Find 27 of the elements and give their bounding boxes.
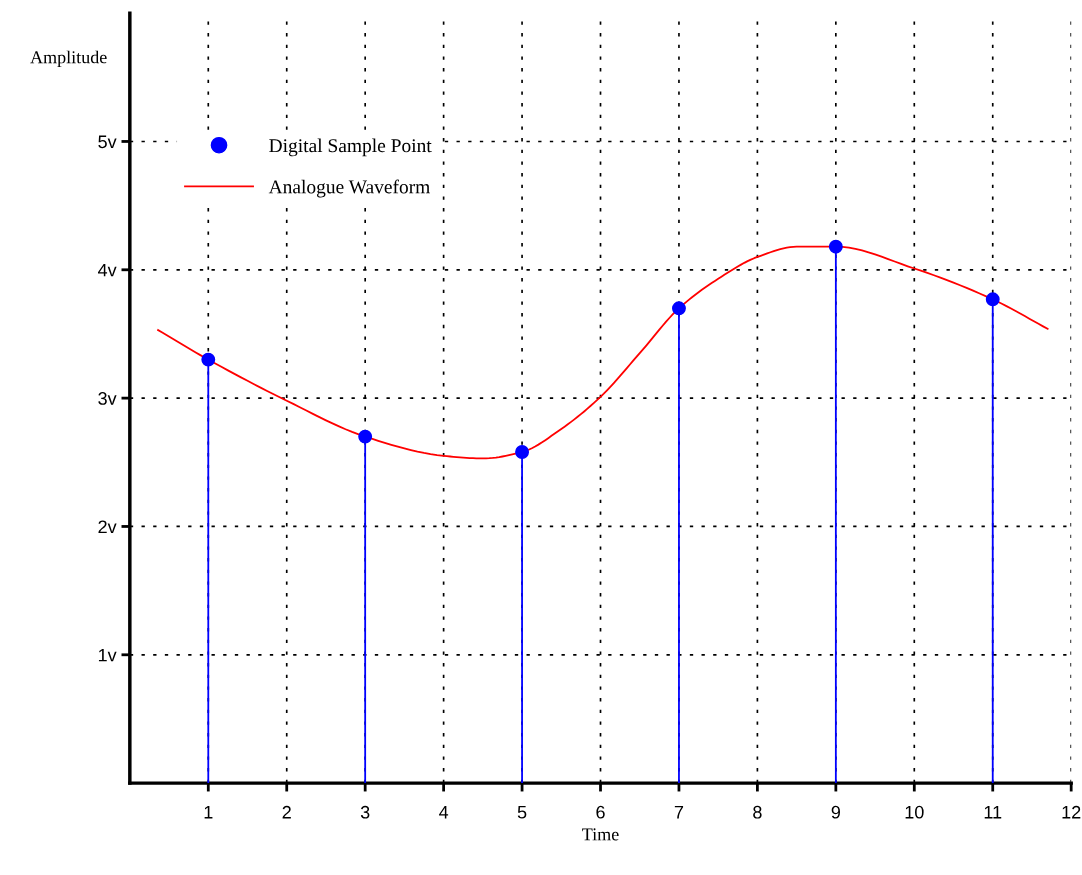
x-tick-label: 3 [360,805,370,819]
y-tick-label: 2v [98,520,117,533]
x-tick-label: 6 [596,805,605,819]
point [358,429,373,444]
x-tick-label: 10 [905,805,924,819]
y-tick-label: 1v [98,648,117,662]
y-tick-label: 3v [98,392,117,405]
x-tick-label: 7 [674,806,684,819]
x-tick-label: 8 [753,805,762,819]
x-tick-label: 11 [984,806,1002,819]
point [828,239,843,254]
x-tick-label: 4 [439,806,449,819]
point [672,301,686,316]
legend-label: Analogue Waveform [268,179,430,198]
x-tick-label: 9 [831,805,841,819]
y-tick-label: 5v [98,135,117,149]
x-tick-label: 2 [282,805,291,819]
x-axis-title: Time [582,828,619,841]
x-tick-label: 5 [517,806,527,819]
y-tick-label: 4v [97,263,117,277]
point [985,292,1000,307]
legend-label: Digital Sample Point [269,138,432,157]
point [515,445,530,459]
x-tick-label: 12 [1062,805,1081,819]
x-tick-label: 1 [204,806,213,819]
point [201,352,216,367]
y-axis-title: Amplitude [30,50,107,68]
